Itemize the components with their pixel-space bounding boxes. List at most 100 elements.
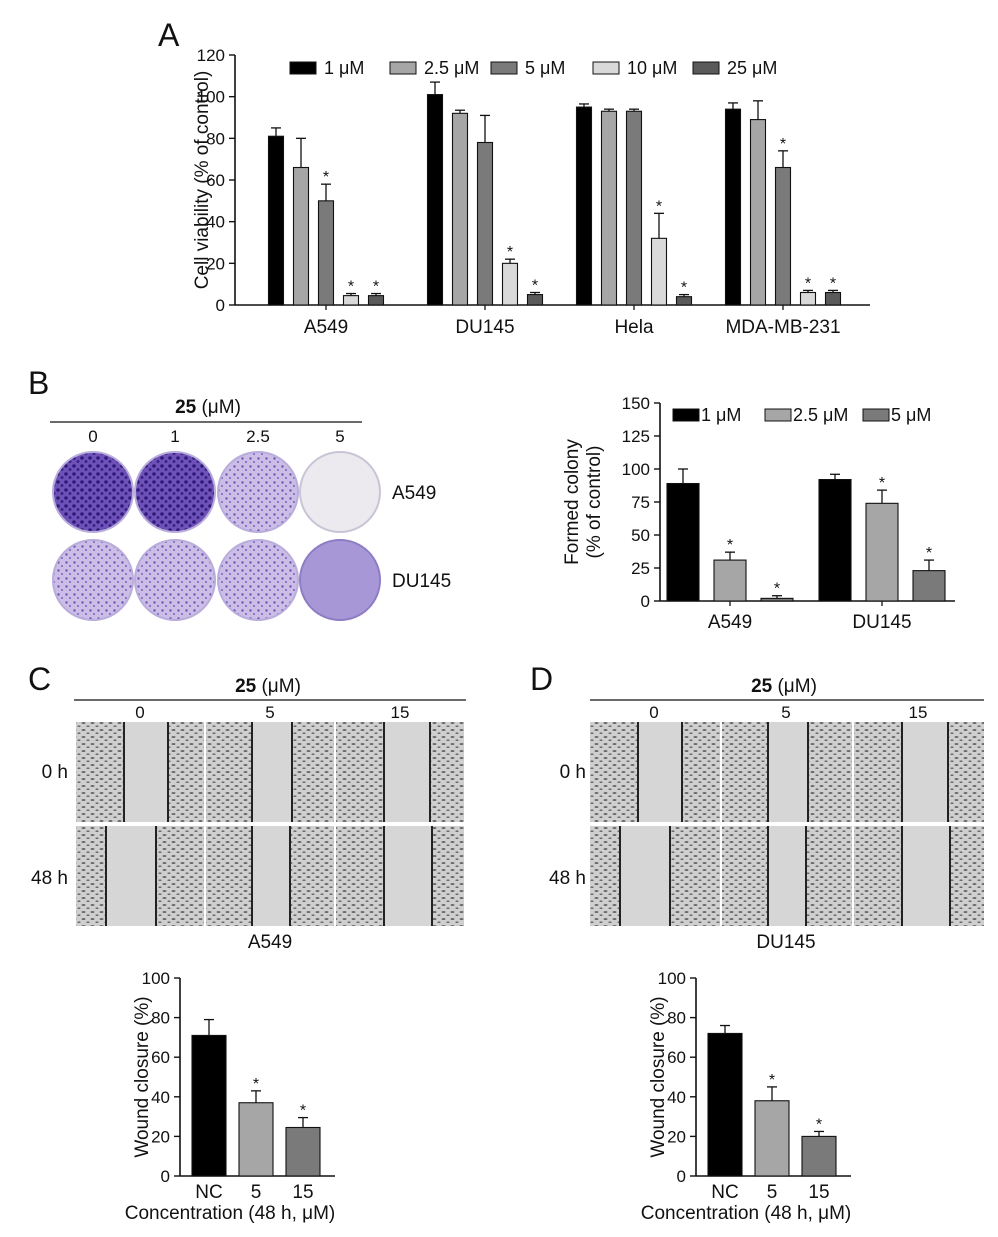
chart-a-ytick-label-5: 100 xyxy=(197,88,225,107)
wound-c-conc-1: 5 xyxy=(265,703,274,722)
chart-a-bar-0-3 xyxy=(342,295,360,306)
chart-a-legend-label-2: 5 μM xyxy=(525,58,565,78)
chart-a-bar-1-2 xyxy=(476,141,494,306)
chart-a-bar-0-4-sig: * xyxy=(373,279,379,296)
chart-a-legend-label-0: 1 μM xyxy=(324,58,364,78)
chart-a-bar-0-2 xyxy=(317,200,335,306)
wound-d-gap-0-0 xyxy=(638,722,682,822)
wound-d-conc-0: 0 xyxy=(649,703,658,722)
chart-a-bar-3-2 xyxy=(774,166,792,306)
chart-a-bar-3-2-sig: * xyxy=(780,136,786,153)
chart-a-bar-0-1 xyxy=(292,166,310,306)
panel-letter-c: C xyxy=(28,661,51,697)
chart-c-bar-1-sig: * xyxy=(253,1076,259,1093)
wound-c-gap-1-0 xyxy=(106,826,156,926)
chart-d-ytick-label-5: 100 xyxy=(658,969,686,988)
chart-b-bar-1-1 xyxy=(865,502,899,602)
chart-a-xlabel-1: DU145 xyxy=(455,317,514,338)
chart-a-bar-1-4 xyxy=(526,294,544,306)
chart-d-bar-0 xyxy=(707,1032,743,1177)
chart-a-xlabel-2: Hela xyxy=(614,317,654,338)
chart-c-xlabel-0: NC xyxy=(195,1182,222,1203)
chart-c-ylabel: Wound closure (%) xyxy=(132,996,153,1157)
chart-d-ytick-label-4: 80 xyxy=(667,1009,686,1028)
wound-c-gap-1-2 xyxy=(384,826,432,926)
wound-c-gap-1-1 xyxy=(252,826,290,926)
wound-d-cell: DU145 xyxy=(756,932,815,953)
chart-d-ytick-label-2: 40 xyxy=(667,1088,686,1107)
chart-a-bar-0-2-sig: * xyxy=(323,169,329,186)
chart-a: 0 20 40 60 80 100 120 Cell viability (% of cont… xyxy=(192,46,870,338)
chart-b: 0 25 50 75 100 125 150 Formed colony (% of contr… xyxy=(562,394,955,633)
plate-conc-3: 5 xyxy=(335,427,344,446)
chart-a-legend-swatch-0 xyxy=(289,61,317,75)
chart-d-xlabel-1: 5 xyxy=(767,1182,778,1203)
wound-c-header: 25 (μM) xyxy=(235,676,301,697)
chart-b-ytick-label-0: 0 xyxy=(641,592,650,611)
plate-a549-3 xyxy=(299,451,381,533)
chart-d-bar-2-sig: * xyxy=(816,1116,822,1133)
chart-b-ytick-label-5: 125 xyxy=(622,427,650,446)
chart-b-bar-0-2 xyxy=(760,597,794,602)
chart-c-ytick-label-5: 100 xyxy=(142,969,170,988)
compound-unit: (μM) xyxy=(196,397,241,418)
wound-c-conc-0: 0 xyxy=(135,703,144,722)
chart-b-legend-label-2: 5 μM xyxy=(891,405,931,425)
chart-a-legend-swatch-3 xyxy=(592,61,620,75)
chart-b-bar-0-1-sig: * xyxy=(727,537,733,554)
chart-b-bar-1-2-sig: * xyxy=(926,545,932,562)
chart-c-bar-2 xyxy=(285,1126,321,1177)
chart-a-bar-1-0 xyxy=(426,94,444,306)
chart-a-bar-3-1 xyxy=(749,119,767,306)
chart-d-ylabel: Wound closure (%) xyxy=(648,996,669,1157)
chart-b-ylabel: Formed colony xyxy=(562,439,583,565)
chart-b-ytick-label-6: 150 xyxy=(622,394,650,413)
wound-d-gap-1-0 xyxy=(620,826,670,926)
chart-b-bar-0-2-sig: * xyxy=(774,581,780,598)
chart-b-bar-0-1 xyxy=(713,559,747,602)
chart-c-ytick-label-2: 40 xyxy=(151,1088,170,1107)
chart-b-ytick-label-2: 50 xyxy=(631,526,650,545)
panel-letter-d: D xyxy=(530,661,553,697)
chart-a-bar-2-1 xyxy=(600,110,618,306)
chart-a-ytick-label-3: 60 xyxy=(206,171,225,190)
chart-a-xlabel-0: A549 xyxy=(304,317,348,338)
plate-conc-1: 1 xyxy=(170,427,179,446)
panel-letter-a: A xyxy=(158,17,180,53)
chart-b-bar-1-1-sig: * xyxy=(879,475,885,492)
chart-a-legend-swatch-2 xyxy=(490,61,518,75)
chart-a-bar-1-3-sig: * xyxy=(507,244,513,261)
wound-d-header: 25 (μM) xyxy=(751,676,817,697)
plate-conc-2: 2.5 xyxy=(246,427,270,446)
chart-b-legend-label-1: 2.5 μM xyxy=(793,405,848,425)
plate-row-du145: DU145 xyxy=(392,571,451,592)
wound-images-du145: 25 (μM) 0 5 15 0 h 48 h DU145 xyxy=(549,676,984,953)
chart-b-legend-swatch-1 xyxy=(764,408,792,422)
chart-d-ytick-label-0: 0 xyxy=(677,1167,686,1186)
chart-a-bar-3-3-sig: * xyxy=(805,275,811,292)
chart-d-xlabel-2: 15 xyxy=(808,1182,829,1203)
chart-a-bar-2-3-sig: * xyxy=(656,198,662,215)
plate-du145-2 xyxy=(217,539,299,621)
chart-d-ytick-label-3: 60 xyxy=(667,1048,686,1067)
compound-name: 25 xyxy=(175,397,197,418)
plate-du145-3 xyxy=(299,539,381,621)
chart-a-bar-0-4 xyxy=(367,295,385,306)
chart-a-bar-2-4 xyxy=(675,296,693,306)
wound-d-time-0: 0 h xyxy=(560,762,586,783)
chart-b-bar-1-0 xyxy=(818,479,852,602)
chart-b-ytick-label-1: 25 xyxy=(631,559,650,578)
plate-du145-1 xyxy=(134,539,216,621)
wound-c-gap-0-2 xyxy=(384,722,430,822)
chart-a-bar-0-3-sig: * xyxy=(348,279,354,296)
chart-c-xlabel-1: 5 xyxy=(251,1182,262,1203)
chart-a-bar-3-4 xyxy=(824,291,842,306)
chart-b-bar-1-2 xyxy=(912,570,946,602)
chart-c-bar-0 xyxy=(191,1034,227,1177)
panel-letter-b: B xyxy=(28,365,49,401)
plate-du145-0 xyxy=(52,539,134,621)
chart-a-bar-2-3 xyxy=(650,237,668,306)
chart-c-ytick-label-1: 20 xyxy=(151,1127,170,1146)
wound-d-time-1: 48 h xyxy=(549,868,586,889)
plate-a549-2 xyxy=(217,451,299,533)
